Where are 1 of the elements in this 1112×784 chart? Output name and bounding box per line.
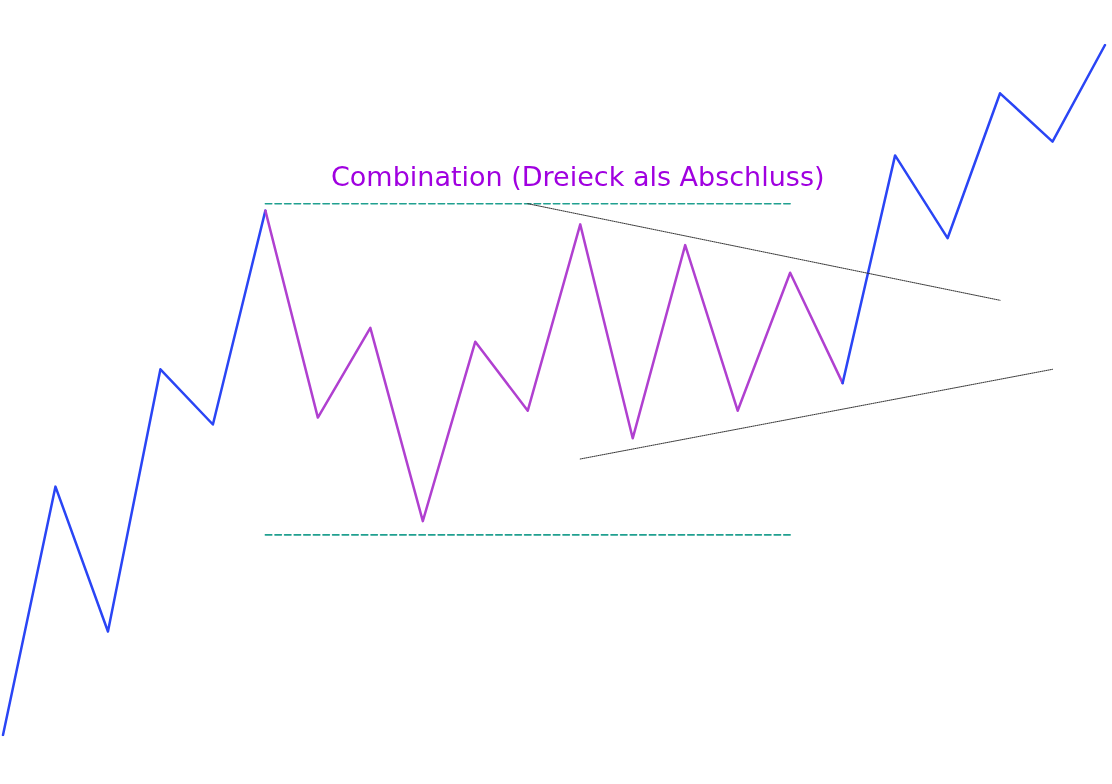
text: Combination (Dreieck als Abschluss) bbox=[331, 161, 825, 192]
